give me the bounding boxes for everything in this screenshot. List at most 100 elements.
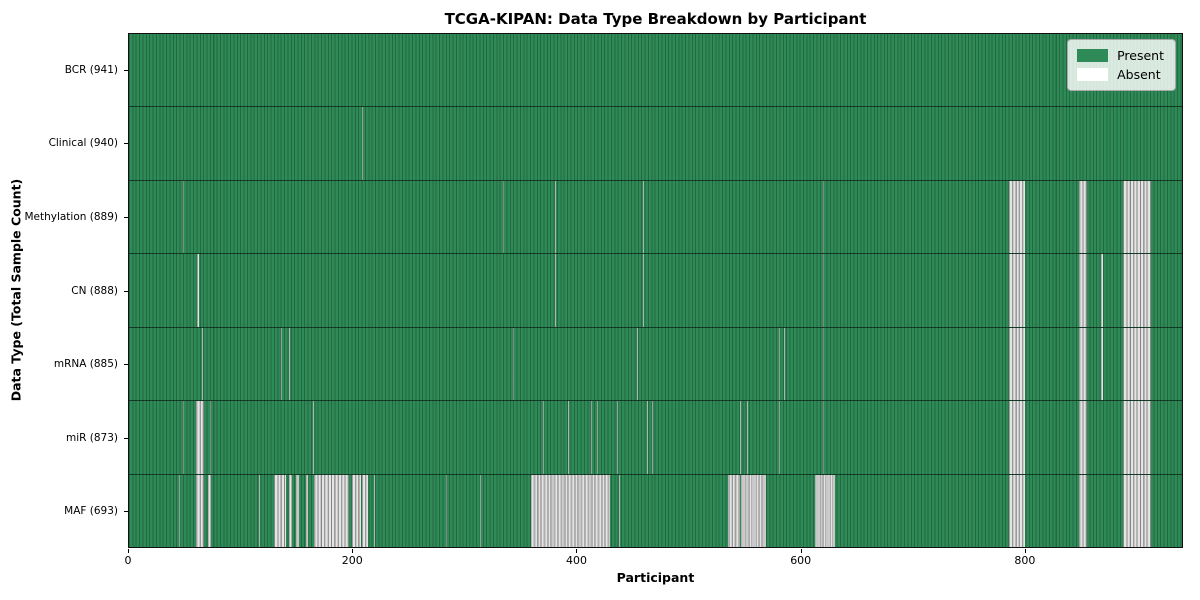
- absent-stripe: [1122, 180, 1151, 254]
- absent-stripe: [182, 180, 184, 254]
- absent-stripe: [295, 474, 300, 547]
- absent-stripe: [480, 474, 482, 547]
- absent-stripe: [1122, 401, 1151, 474]
- y-tick-mark: [124, 143, 128, 145]
- absent-stripe: [555, 254, 557, 327]
- absent-stripe: [1008, 180, 1026, 254]
- absent-stripe: [1008, 474, 1026, 547]
- absent-stripe: [1008, 254, 1026, 327]
- y-tick-label: BCR (941): [64, 63, 118, 76]
- absent-stripe: [313, 474, 350, 547]
- legend-label-absent: Absent: [1117, 67, 1161, 82]
- y-tick-mark: [124, 216, 128, 218]
- absent-stripe: [779, 327, 781, 401]
- x-tick-mark: [576, 549, 578, 553]
- x-tick-label: 400: [565, 554, 587, 567]
- y-tick-label: MAF (693): [64, 505, 118, 518]
- x-tick-mark: [352, 549, 354, 553]
- absent-stripe: [361, 107, 363, 180]
- heatmap-plot: Present Absent: [128, 33, 1183, 548]
- absent-stripe: [361, 474, 369, 547]
- x-tick-label: 200: [341, 554, 363, 567]
- heatmap-row: [129, 474, 1182, 547]
- absent-stripe: [197, 254, 200, 327]
- heatmap-row: [129, 107, 1182, 181]
- legend-label-present: Present: [1117, 48, 1164, 63]
- absent-stripe: [619, 474, 621, 547]
- absent-stripe: [305, 474, 309, 547]
- absent-stripe: [642, 180, 644, 254]
- heatmap-row: [129, 180, 1182, 255]
- absent-stripe: [822, 401, 824, 474]
- absent-stripe: [281, 327, 283, 401]
- y-tick-mark: [124, 290, 128, 292]
- absent-stripe: [1008, 401, 1026, 474]
- absent-stripe: [1101, 254, 1103, 327]
- absent-stripe: [739, 401, 742, 474]
- absent-stripe: [651, 401, 653, 474]
- y-tick-mark: [124, 69, 128, 71]
- absent-stripe: [822, 254, 824, 327]
- y-tick-label: Clinical (940): [48, 137, 118, 150]
- absent-stripe: [1079, 180, 1087, 254]
- absent-stripe: [201, 327, 203, 401]
- absent-stripe: [445, 474, 447, 547]
- absent-stripe: [746, 401, 748, 474]
- absent-stripe: [822, 327, 824, 401]
- absent-stripe: [1101, 327, 1103, 401]
- absent-stripe: [637, 327, 639, 401]
- absent-stripe: [374, 474, 376, 547]
- x-tick-label: 0: [124, 554, 132, 567]
- absent-stripe: [596, 401, 598, 474]
- x-tick-mark: [800, 549, 802, 553]
- absent-swatch-icon: [1077, 68, 1109, 81]
- absent-stripe: [741, 474, 766, 547]
- absent-stripe: [591, 401, 593, 474]
- absent-stripe: [727, 474, 740, 547]
- y-tick-label: CN (888): [71, 284, 118, 297]
- absent-stripe: [555, 180, 557, 254]
- present-swatch-icon: [1077, 49, 1109, 62]
- absent-stripe: [567, 401, 569, 474]
- heatmap-row: [129, 34, 1182, 108]
- legend-item-absent: Absent: [1077, 65, 1164, 84]
- absent-stripe: [351, 474, 361, 547]
- y-tick-label: miR (873): [65, 431, 118, 444]
- absent-stripe: [616, 401, 618, 474]
- absent-stripe: [209, 401, 211, 474]
- absent-stripe: [512, 327, 514, 401]
- absent-stripe: [289, 327, 291, 401]
- legend: Present Absent: [1067, 39, 1176, 91]
- y-tick-label: mRNA (885): [53, 358, 118, 371]
- heatmap-row: [129, 401, 1182, 475]
- absent-stripe: [274, 474, 286, 547]
- absent-stripe: [179, 474, 181, 547]
- heatmap-rows: [129, 34, 1182, 547]
- absent-stripe: [1008, 327, 1026, 401]
- absent-stripe: [1079, 254, 1087, 327]
- x-tick-mark: [1024, 549, 1026, 553]
- absent-stripe: [530, 474, 611, 547]
- x-tick-mark: [128, 549, 129, 553]
- absent-stripe: [814, 474, 836, 547]
- x-tick-label: 800: [1014, 554, 1036, 567]
- absent-stripe: [1079, 401, 1087, 474]
- heatmap-row: [129, 327, 1182, 402]
- absent-stripe: [1079, 327, 1087, 401]
- absent-stripe: [822, 180, 824, 254]
- y-axis-ticks: BCR (941) Clinical (940) Methylation (889)…: [0, 33, 128, 548]
- x-axis-ticks: 0 200 400 600 800: [124, 548, 1183, 570]
- absent-stripe: [647, 401, 649, 474]
- absent-stripe: [1122, 327, 1151, 401]
- absent-stripe: [1122, 254, 1151, 327]
- y-tick-mark: [124, 511, 128, 513]
- absent-stripe: [289, 474, 293, 547]
- absent-stripe: [196, 474, 204, 547]
- absent-stripe: [642, 254, 644, 327]
- y-axis-label: Data Type (Total Sample Count): [8, 178, 24, 402]
- chart-title: TCGA-KIPAN: Data Type Breakdown by Parti…: [444, 10, 867, 28]
- absent-stripe: [208, 474, 211, 547]
- legend-item-present: Present: [1077, 46, 1164, 65]
- heatmap-row: [129, 254, 1182, 328]
